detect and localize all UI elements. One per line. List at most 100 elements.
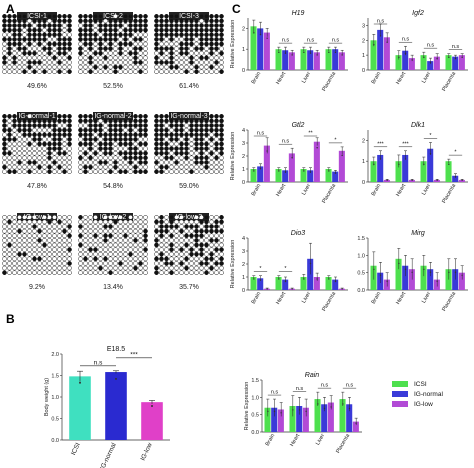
methylated-site (179, 127, 184, 133)
unmethylated-site (42, 27, 47, 33)
bar (445, 55, 452, 70)
unmethylated-site (27, 164, 32, 170)
methylated-site (204, 32, 209, 38)
methylated-site (143, 150, 148, 156)
methylated-site (174, 23, 179, 28)
unmethylated-site (108, 219, 113, 225)
methylated-site (93, 64, 98, 70)
unmethylated-site (7, 256, 12, 262)
unmethylated-site (138, 247, 143, 252)
methylated-site (133, 55, 138, 61)
unmethylated-site (78, 23, 83, 28)
methylated-site (27, 132, 32, 138)
unmethylated-site (98, 155, 103, 161)
methylated-site (123, 150, 128, 156)
methylated-site (133, 13, 138, 19)
methylated-site (67, 141, 72, 147)
methylated-site (27, 64, 32, 70)
methylated-site (164, 113, 169, 119)
methylated-site (189, 247, 194, 252)
data-point (373, 268, 375, 271)
unmethylated-site (42, 160, 47, 165)
bar (257, 28, 264, 70)
unmethylated-site (57, 270, 62, 276)
methylated-site (78, 155, 83, 161)
x-tick-label: Placenta (321, 290, 337, 312)
unmethylated-site (27, 46, 32, 51)
unmethylated-site (27, 270, 32, 276)
methylated-site (219, 256, 224, 262)
methylated-site (219, 247, 224, 252)
unmethylated-site (7, 155, 12, 161)
significance-label: n.s (94, 359, 103, 366)
unmethylated-site (88, 50, 93, 56)
methylated-site (113, 137, 118, 142)
unmethylated-site (12, 46, 17, 51)
unmethylated-site (179, 265, 184, 271)
methylated-site (199, 27, 204, 33)
unmethylated-site (62, 32, 67, 38)
methylated-site (98, 123, 103, 128)
y-tick-label: 0.5 (357, 271, 365, 277)
bar (433, 279, 440, 290)
bar (282, 50, 289, 70)
methylated-site (214, 13, 219, 19)
bar (346, 404, 353, 432)
methylated-site (27, 123, 32, 128)
methylated-site (189, 60, 194, 65)
methylated-site (22, 13, 27, 19)
methylated-site (209, 123, 214, 128)
y-tick-label: 1.5 (51, 374, 59, 380)
unmethylated-site (184, 64, 189, 70)
methylated-site (164, 228, 169, 234)
data-point (267, 410, 269, 413)
methylated-site (42, 242, 47, 248)
unmethylated-site (22, 261, 27, 266)
unmethylated-site (164, 41, 169, 47)
methylated-site (113, 113, 118, 119)
methylated-site (83, 150, 88, 156)
methylated-site (62, 169, 67, 175)
significance-label: n.s (282, 38, 290, 44)
bar (314, 399, 321, 432)
methylated-site (159, 50, 164, 56)
methylated-site (93, 137, 98, 142)
unmethylated-site (12, 50, 17, 56)
unmethylated-site (113, 50, 118, 56)
unmethylated-site (62, 242, 67, 248)
x-tick-label: ICSI (70, 442, 82, 457)
methylated-site (12, 137, 17, 142)
methylated-site (143, 113, 148, 119)
methylated-site (123, 41, 128, 47)
data-point (278, 51, 280, 54)
x-tick-label: Placenta (441, 182, 457, 204)
methylated-site (22, 127, 27, 133)
methylated-site (209, 18, 214, 24)
methylated-site (204, 132, 209, 138)
methylated-site (133, 123, 138, 128)
methylated-site (133, 132, 138, 138)
bar (458, 55, 465, 70)
x-tick-label: Brain (265, 433, 277, 447)
unmethylated-site (179, 214, 184, 220)
methylated-site (204, 219, 209, 225)
unmethylated-site (2, 251, 7, 257)
unmethylated-site (113, 169, 118, 175)
unmethylated-site (27, 228, 32, 234)
methylated-site (169, 247, 174, 252)
methylated-site (57, 69, 62, 75)
data-point (411, 59, 413, 61)
unmethylated-site (78, 228, 83, 234)
unmethylated-site (93, 164, 98, 170)
unmethylated-site (194, 150, 199, 156)
unmethylated-site (52, 150, 57, 156)
unmethylated-site (67, 169, 72, 175)
unmethylated-site (27, 55, 32, 61)
unmethylated-site (37, 50, 42, 56)
unmethylated-site (98, 238, 103, 243)
unmethylated-site (219, 238, 224, 243)
methylation-grid: ICSI-252.5% (78, 12, 148, 90)
unmethylated-site (164, 214, 169, 220)
methylated-site (133, 265, 138, 271)
bar (445, 269, 452, 290)
